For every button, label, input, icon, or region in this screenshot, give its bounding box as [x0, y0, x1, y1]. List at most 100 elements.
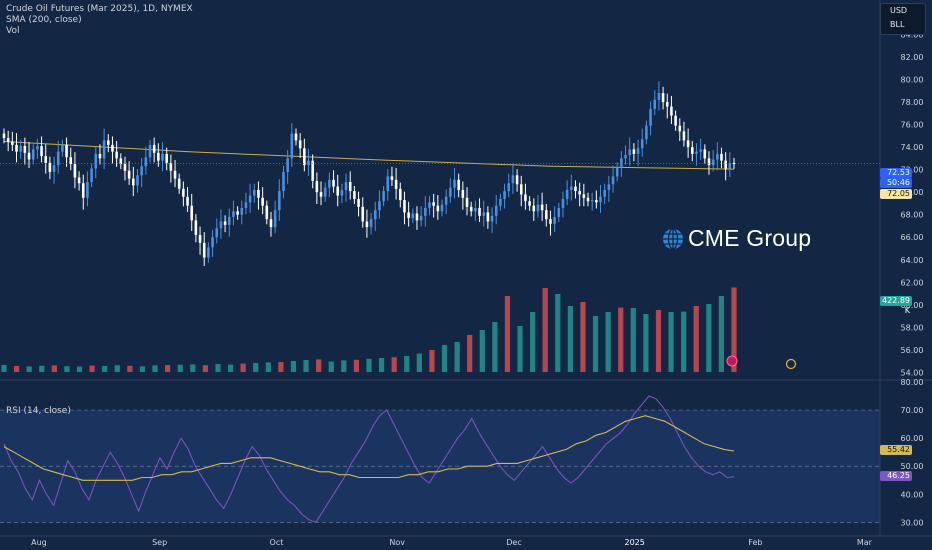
candle-body	[503, 191, 506, 199]
candle-body	[482, 212, 486, 216]
rsi-ma-value-label: 55.42	[880, 445, 912, 455]
candle-body	[157, 152, 160, 161]
price-tick-label: 82.00	[901, 53, 924, 62]
candle-body	[298, 140, 302, 149]
volume-bar	[580, 302, 586, 372]
volume-bar	[630, 308, 636, 372]
volume-bar	[530, 312, 536, 372]
cme-group-logo: CME Group	[662, 225, 811, 252]
price-tick-label: 62.00	[901, 278, 924, 287]
candle-body	[432, 202, 435, 206]
volume-bar	[139, 366, 146, 372]
candle-body	[286, 158, 289, 172]
candle-body	[169, 162, 173, 171]
candle-body	[257, 189, 260, 198]
candle-body	[273, 210, 277, 228]
candle-body	[549, 219, 552, 224]
candle-body	[624, 155, 627, 159]
price-tick-label: 78.00	[901, 98, 924, 107]
candle-body	[386, 176, 390, 192]
candle-body	[23, 146, 27, 153]
candle-body	[607, 184, 611, 190]
candle-body	[570, 186, 573, 190]
volume-bar	[240, 363, 246, 372]
time-tick-label: Aug	[31, 538, 47, 547]
candle-body	[303, 148, 306, 166]
volume-bar	[303, 360, 309, 372]
candle-body	[177, 178, 181, 189]
candle-body	[19, 146, 22, 152]
candle-body	[720, 153, 723, 161]
candle-body	[595, 200, 598, 203]
candle-body	[440, 204, 444, 212]
candle-body	[190, 205, 194, 221]
price-tick-label: 54.00	[901, 368, 924, 377]
candle-body	[328, 179, 331, 188]
price-tick-label: 80.00	[901, 76, 924, 85]
candle-body	[36, 146, 39, 150]
candle-body	[94, 153, 98, 169]
volume-bar	[681, 311, 687, 372]
candle-body	[469, 206, 473, 212]
price-tick-label: 72.00	[901, 166, 924, 175]
candle-body	[478, 207, 481, 216]
candle-body	[682, 131, 686, 141]
time-tick-label: Feb	[748, 538, 762, 547]
candle-body	[336, 186, 340, 196]
candle-body	[227, 216, 231, 225]
price-tick-label: 64.00	[901, 256, 924, 265]
price-tick-label: 74.00	[901, 143, 924, 152]
candle-body	[123, 164, 127, 171]
candle-body	[661, 93, 665, 103]
rsi-legend: RSI (14, close)	[6, 406, 71, 416]
currency-unit-selector[interactable]: USD BLL	[880, 3, 926, 35]
candle-body	[428, 202, 431, 208]
candle-body	[65, 144, 68, 158]
candle-body	[611, 176, 615, 185]
volume-bar	[416, 353, 422, 372]
candle-body	[632, 149, 636, 154]
time-tick-label: Mar	[857, 538, 873, 547]
candle-body	[369, 219, 373, 228]
candle-body	[574, 186, 577, 192]
volume-bar	[378, 358, 385, 372]
candle-body	[565, 189, 569, 199]
candle-body	[69, 157, 73, 165]
candle-body	[382, 191, 385, 202]
candle-body	[653, 99, 657, 109]
candle-body	[390, 176, 394, 180]
volume-bar	[278, 362, 284, 372]
currency-label: USD	[890, 6, 908, 15]
volume-bar	[655, 310, 662, 372]
candle-body	[248, 195, 252, 203]
candle-body	[620, 158, 623, 168]
candle-body	[732, 162, 736, 164]
candle-body	[56, 151, 60, 166]
volume-bar	[542, 288, 548, 372]
candle-body	[557, 207, 561, 217]
volume-bar	[202, 365, 208, 372]
candle-body	[378, 201, 381, 211]
candle-body	[465, 197, 469, 207]
candle-body	[161, 153, 164, 161]
candle-body	[136, 175, 139, 186]
candle-body	[315, 180, 319, 193]
candle-body	[603, 189, 606, 197]
current-price-label: 72.53	[880, 168, 912, 178]
candle-body	[670, 106, 673, 116]
unit-label: BLL	[890, 20, 905, 29]
candle-body	[86, 182, 89, 198]
volume-bar	[731, 287, 737, 372]
volume-bar	[39, 365, 45, 372]
volume-bar	[353, 359, 360, 372]
candle-body	[223, 221, 227, 225]
candle-body	[436, 205, 440, 212]
price-tick-label: 84.00	[901, 31, 924, 40]
candle-body	[265, 205, 269, 220]
candle-body	[353, 191, 356, 199]
candle-body	[202, 242, 206, 258]
volume-bar	[454, 342, 460, 372]
volume-bar	[504, 296, 511, 372]
volume-bar	[567, 306, 573, 372]
